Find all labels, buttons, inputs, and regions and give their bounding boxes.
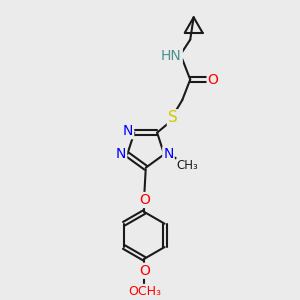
Text: O: O <box>139 264 150 278</box>
Text: N: N <box>163 147 174 161</box>
Text: HN: HN <box>161 49 182 63</box>
Text: S: S <box>168 110 178 125</box>
Text: N: N <box>123 124 133 138</box>
Text: N: N <box>116 147 126 161</box>
Text: CH₃: CH₃ <box>177 159 199 172</box>
Text: O: O <box>139 193 150 207</box>
Text: OCH₃: OCH₃ <box>128 285 161 298</box>
Text: O: O <box>208 73 218 86</box>
